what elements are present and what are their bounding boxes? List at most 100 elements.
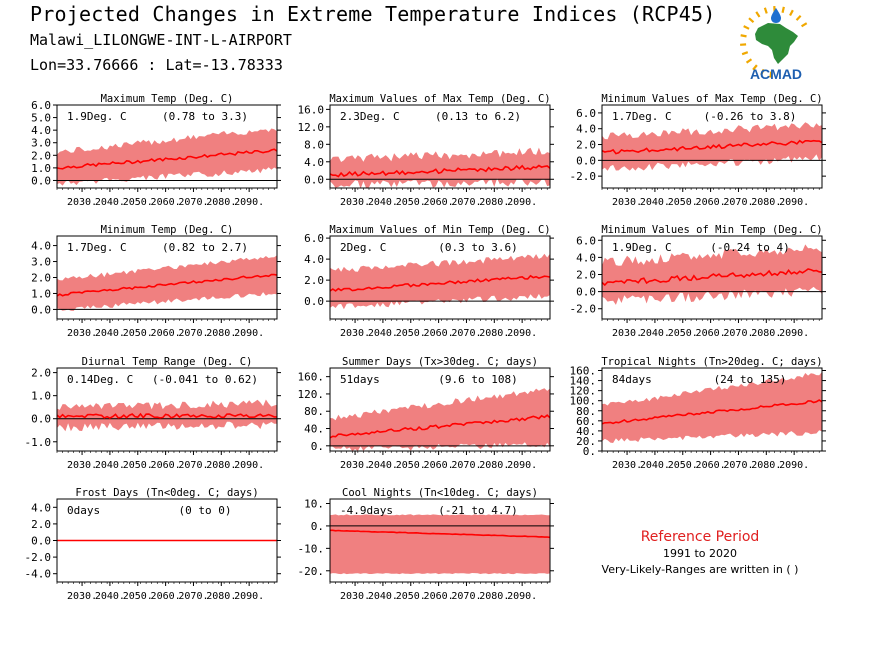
x-tick-label: 2090. (234, 328, 264, 339)
y-tick-label: 0. (311, 440, 324, 453)
plot-frame (56, 367, 278, 452)
x-tick-label: 2030. (340, 460, 370, 471)
sun-ray (781, 6, 785, 13)
x-tick-label: 2070. (723, 197, 753, 208)
station-coordinates: Lon=33.76666 : Lat=-13.78333 (30, 56, 283, 74)
y-tick-label: 80. (576, 405, 596, 418)
panel-title: Maximum Temp (Deg. C) (101, 93, 234, 105)
x-tick-label: 2050. (668, 197, 698, 208)
likely-range-band (602, 371, 822, 443)
sun-ray (748, 17, 755, 23)
likely-range-band (57, 128, 277, 186)
y-tick-label: -10. (298, 542, 325, 555)
reference-period-title: Reference Period (640, 529, 760, 545)
y-tick-label: 2.0 (31, 149, 51, 162)
x-tick-label: 2080. (751, 328, 781, 339)
x-tick-label: 2050. (396, 591, 426, 602)
projected-change-line (56, 273, 278, 297)
y-tick-label: 10. (304, 497, 324, 510)
x-tick-label: 2060. (424, 328, 454, 339)
chart-panel: -1.00.01.02.02030.2040.2050.2060.2070.20… (25, 356, 281, 471)
station-name: Malawi_LILONGWE-INT-L-AIRPORT (30, 31, 292, 49)
y-tick-label: 0.0 (31, 303, 51, 316)
mean-change-label: 84days (612, 373, 652, 386)
y-tick-label: 1.0 (31, 390, 51, 403)
projected-change-line (601, 139, 823, 155)
y-tick-label: 0.0 (31, 174, 51, 187)
mean-change-label: 0.14Deg. C (67, 373, 133, 386)
likely-range-label: (0.78 to 3.3) (162, 110, 248, 123)
chart-panel: 0.0 2.0 4.0 6.0 2030.2040.2050.2060.2070.208… (304, 224, 554, 339)
projected-change-line (329, 164, 551, 178)
x-tick-label: 2080. (206, 197, 236, 208)
x-tick-label: 2040. (368, 591, 398, 602)
mean-change-label: 2Deg. C (340, 241, 386, 254)
y-tick-label: 6.0 (304, 232, 324, 245)
x-tick-label: 2050. (668, 328, 698, 339)
x-tick-label: 2050. (396, 460, 426, 471)
y-tick-label: 16.0 (298, 103, 325, 116)
reference-period-years: 1991 to 2020 (662, 547, 738, 560)
plot-frame (56, 104, 278, 189)
likely-range-band (330, 514, 550, 575)
chart-panel: 0.20.40.60.80.100.120.140.160. 2030.2040.… (570, 356, 826, 471)
x-tick-label: 2080. (479, 328, 509, 339)
y-tick-label: 80. (304, 405, 324, 418)
figure-title: Projected Changes in Extreme Temperature… (30, 2, 716, 26)
panel-title: Summer Days (Tx>30deg. C; days) (342, 356, 538, 368)
x-tick-label: 2030. (67, 591, 97, 602)
x-tick-label: 2090. (779, 460, 809, 471)
plot-frame (329, 498, 551, 583)
x-tick-label: 2070. (178, 591, 208, 602)
x-tick-label: 2060. (151, 591, 181, 602)
x-tick-label: 2050. (123, 460, 153, 471)
plot-frame (329, 235, 551, 320)
projected-change-line (601, 268, 823, 287)
africa-map-logo: ACMAD (740, 6, 808, 82)
x-tick-label: 2080. (479, 591, 509, 602)
projected-change-line (329, 274, 551, 292)
mean-change-label: 1.7Deg. C (67, 241, 127, 254)
y-tick-label: 0.0 (31, 413, 51, 426)
plot-frame (601, 235, 823, 320)
x-tick-label: 2080. (206, 328, 236, 339)
y-tick-label: 20. (576, 435, 596, 448)
x-tick-label: 2040. (95, 328, 125, 339)
x-tick-label: 2040. (368, 328, 398, 339)
y-tick-label: 4.0 (304, 253, 324, 266)
y-tick-label: 2.0 (31, 367, 51, 380)
x-tick-label: 2040. (95, 460, 125, 471)
panel-title: Minimum Values of Max Temp (Deg. C) (601, 93, 822, 105)
panel-title: Maximum Values of Max Temp (Deg. C) (329, 93, 550, 105)
sun-ray (752, 64, 758, 71)
x-tick-label: 2090. (779, 328, 809, 339)
likely-range-label: (-0.24 to 4) (710, 241, 789, 254)
mean-change-label: 1.9Deg. C (612, 241, 672, 254)
x-tick-label: 2040. (95, 591, 125, 602)
x-tick-label: 2090. (234, 460, 264, 471)
x-tick-label: 2060. (696, 460, 726, 471)
panel-title: Frost Days (Tn<0deg. C; days) (75, 487, 258, 499)
projected-change-line (329, 414, 551, 439)
y-tick-label: 2.0 (31, 518, 51, 531)
x-tick-label: 2060. (696, 328, 726, 339)
x-tick-label: 2090. (234, 197, 264, 208)
y-tick-label: 12.0 (298, 121, 325, 134)
sun-ray (763, 7, 768, 14)
likely-range-band (330, 147, 550, 189)
chart-panel: 0.01.02.03.04.05.06.0 2030.2040.2050.2060… (31, 93, 281, 208)
x-tick-label: 2030. (340, 197, 370, 208)
panel-title: Diurnal Temp Range (Deg. C) (82, 356, 253, 368)
x-tick-label: 2040. (640, 328, 670, 339)
x-tick-label: 2030. (340, 328, 370, 339)
x-tick-label: 2080. (751, 197, 781, 208)
x-tick-label: 2040. (640, 197, 670, 208)
y-tick-label: 2.0 (31, 272, 51, 285)
y-tick-label: 160. (298, 371, 325, 384)
y-tick-label: 160. (570, 365, 597, 378)
plot-frame (601, 104, 823, 189)
x-tick-label: 2030. (612, 460, 642, 471)
panel-title: Minimum Temp (Deg. C) (101, 224, 234, 236)
y-tick-label: 4.0 (31, 240, 51, 253)
likely-range-label: (0.82 to 2.7) (162, 241, 248, 254)
